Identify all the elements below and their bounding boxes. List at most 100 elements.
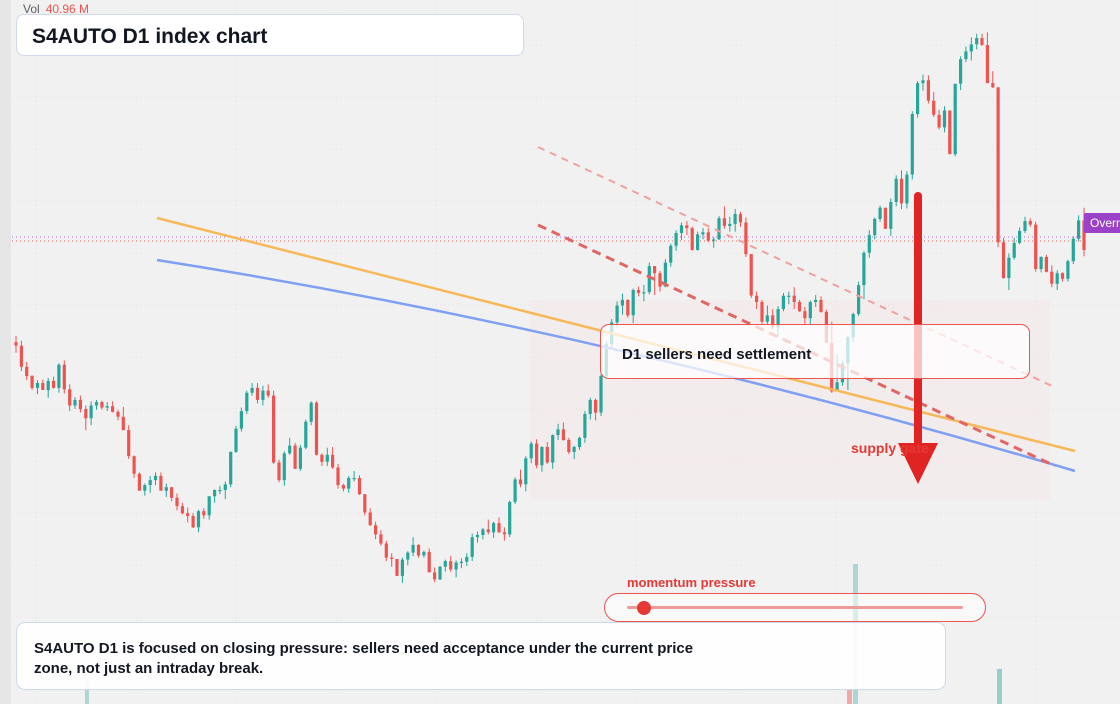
candle-body (932, 100, 936, 115)
candle-body (293, 445, 297, 469)
candle-body (792, 295, 796, 302)
annotation-card: D1 sellers need settlement (600, 324, 1030, 379)
candle-body (669, 245, 673, 263)
candle-body (937, 114, 941, 128)
candle-body (46, 380, 50, 391)
candle-body (1055, 273, 1059, 284)
candle-body (325, 454, 329, 462)
candle-body (647, 266, 651, 293)
candle-body (1060, 273, 1065, 279)
candle-body (207, 496, 211, 516)
candle-body (94, 402, 99, 406)
candle-body (164, 487, 168, 491)
candle-body (132, 456, 136, 474)
candle-body (288, 445, 292, 454)
candle-body (910, 114, 914, 175)
candle-body (218, 490, 222, 492)
candle-body (878, 207, 882, 219)
candle-body (255, 387, 260, 400)
candle-body (116, 411, 120, 417)
candle-body (819, 299, 823, 312)
candle-body (508, 502, 512, 535)
candle-body (384, 543, 388, 558)
candle-body (1012, 242, 1016, 258)
candle-body (551, 435, 555, 463)
candle-body (416, 544, 421, 556)
candle-body (803, 311, 807, 319)
candle-body (379, 534, 383, 544)
candle-body (223, 484, 227, 490)
candle-body (105, 406, 109, 408)
candlestick-series (14, 32, 1086, 583)
candle-body (679, 225, 684, 233)
candle-body (390, 557, 394, 559)
candle-body (148, 480, 152, 485)
candle-body (808, 302, 812, 319)
candle-body (111, 406, 115, 412)
caption-text: S4AUTO D1 is focused on closing pressure… (34, 640, 694, 677)
candle-body (347, 478, 351, 489)
candle-body (765, 315, 769, 322)
candle-body (588, 399, 592, 414)
candle-body (470, 537, 474, 557)
candle-body (899, 178, 904, 204)
candle-body (867, 235, 871, 253)
candle-body (996, 87, 1000, 243)
candle-body (1028, 221, 1032, 225)
supply-zone-label: supply gate (851, 440, 929, 456)
candle-body (814, 299, 818, 302)
candle-body (905, 174, 909, 204)
candle-body (706, 232, 710, 241)
candle-body (545, 447, 549, 463)
candle-body (137, 473, 141, 491)
candle-body (653, 266, 657, 274)
candle-body (298, 447, 302, 469)
candle-body (475, 535, 480, 538)
candle-body (341, 485, 345, 489)
candle-body (636, 290, 641, 293)
candle-body (277, 462, 281, 481)
candle-body (170, 487, 174, 498)
candle-body (357, 478, 362, 495)
candle-body (143, 485, 147, 491)
candle-body (406, 552, 410, 560)
candle-body (68, 389, 72, 406)
candle-body (797, 302, 802, 312)
volume-readout: Vol 40.96 M (23, 2, 89, 16)
candle-body (459, 561, 463, 563)
candle-body (755, 295, 759, 302)
candle-body (717, 218, 721, 240)
candle-body (191, 516, 195, 528)
chart-title: S4AUTO D1 index chart (32, 25, 268, 48)
candle-body (35, 383, 40, 388)
candle-body (948, 110, 952, 155)
candle-body (100, 402, 104, 408)
candle-body (368, 512, 372, 526)
candle-body (529, 443, 533, 459)
momentum-slider[interactable] (604, 593, 986, 622)
candle-body (1071, 238, 1075, 262)
candle-body (556, 429, 560, 435)
candle-body (674, 233, 678, 246)
candle-body (889, 202, 893, 229)
candle-body (561, 429, 565, 440)
candle-body (73, 399, 77, 406)
candle-body (894, 178, 898, 202)
slider-thumb[interactable] (636, 601, 651, 615)
candle-body (449, 561, 453, 570)
candle-body (991, 83, 995, 88)
momentum-slider-label: momentum pressure (627, 575, 756, 590)
candle-body (776, 309, 780, 328)
annotation-text: D1 sellers need settlement (622, 346, 812, 363)
candle-body (567, 440, 571, 452)
candle-body (78, 399, 82, 410)
volume-bar (85, 680, 89, 704)
candle-body (427, 551, 431, 573)
candle-body (540, 447, 544, 466)
candle-body (443, 561, 447, 567)
candle-body (438, 566, 442, 580)
candle-body (492, 523, 496, 533)
candle-body (213, 490, 217, 497)
candle-body (481, 529, 485, 535)
candle-body (454, 562, 458, 570)
